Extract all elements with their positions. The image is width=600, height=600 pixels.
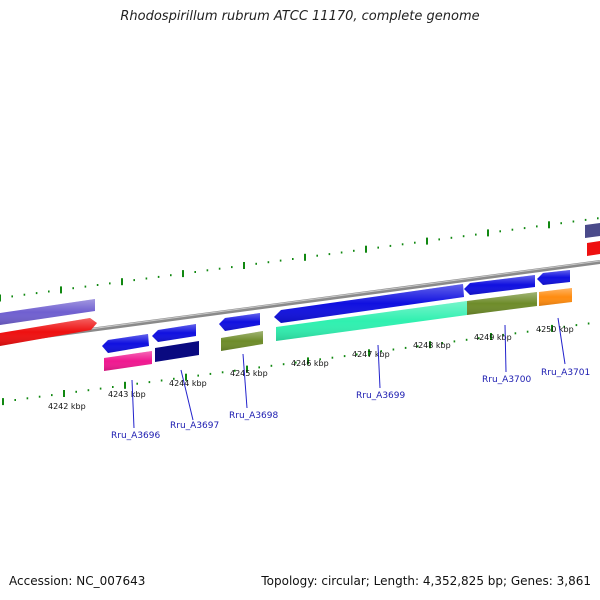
feature-red-left[interactable]: [0, 318, 97, 346]
kbp-label: 4242 kbp: [48, 402, 86, 411]
kbp-scale: 4242 kbp 4243 kbp 4244 kbp 4245 kbp 4246…: [48, 325, 574, 411]
gene-rru-a3701-arrow[interactable]: [537, 270, 570, 285]
feature-slate-right[interactable]: [585, 223, 600, 238]
kbp-label: 4243 kbp: [108, 390, 146, 399]
accession-label: Accession: NC_007643: [9, 574, 146, 588]
map-title: Rhodospirillum rubrum ATCC 11170, comple…: [120, 9, 480, 24]
gene-label-rru-a3697[interactable]: Rru_A3697: [170, 421, 219, 431]
gene-rru-a3699-bar[interactable]: [276, 301, 467, 341]
gene-rru-a3696-bar[interactable]: [104, 351, 152, 371]
gene-rru-a3701-bar[interactable]: [539, 288, 572, 306]
gene-rru-a3700-arrow[interactable]: [464, 275, 535, 295]
gene-label-rru-a3696[interactable]: Rru_A3696: [111, 431, 160, 441]
gene-rru-a3700-bar[interactable]: [467, 292, 537, 315]
gene-label-rru-a3700[interactable]: Rru_A3700: [482, 375, 531, 385]
tick-row-lower: [2, 322, 590, 406]
tick-row-upper: [0, 217, 599, 302]
gene-rru-a3696-arrow[interactable]: [102, 334, 149, 353]
genome-stats-label: Topology: circular; Length: 4,352,825 bp…: [261, 574, 591, 588]
kbp-label: 4250 kbp: [536, 325, 574, 334]
kbp-label: 4249 kbp: [474, 333, 512, 342]
kbp-label: 4248 kbp: [413, 341, 451, 350]
genome-backbone: [0, 260, 600, 344]
kbp-label: 4245 kbp: [230, 369, 268, 378]
feature-purple-left[interactable]: [0, 299, 95, 325]
kbp-label: 4246 kbp: [291, 359, 329, 368]
gene-rru-a3697-bar[interactable]: [155, 341, 199, 362]
gene-rru-a3698-bar[interactable]: [221, 331, 263, 351]
kbp-label: 4244 kbp: [169, 379, 207, 388]
gene-rru-a3697-arrow[interactable]: [152, 324, 196, 342]
gene-features: [0, 223, 600, 371]
gene-label-rru-a3701[interactable]: Rru_A3701: [541, 368, 590, 378]
gene-label-leaders: [131, 317, 566, 429]
kbp-label: 4247 kbp: [352, 350, 390, 359]
gene-label-rru-a3699[interactable]: Rru_A3699: [356, 391, 405, 401]
feature-red-right[interactable]: [587, 241, 600, 256]
gene-rru-a3698-arrow[interactable]: [219, 313, 260, 331]
gene-label-rru-a3698[interactable]: Rru_A3698: [229, 411, 278, 421]
gene-rru-a3699-arrow[interactable]: [274, 284, 464, 323]
gene-labels: Rru_A3696 Rru_A3697 Rru_A3698 Rru_A3699 …: [111, 368, 590, 441]
